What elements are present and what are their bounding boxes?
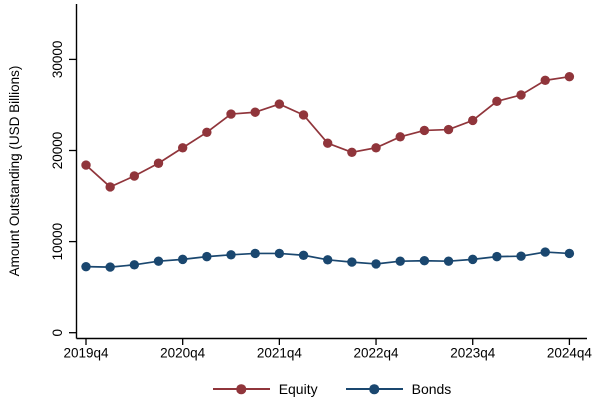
- data-point-bonds: [202, 251, 212, 262]
- data-point-bonds: [105, 262, 115, 272]
- y-tick-label: 20000: [50, 132, 65, 170]
- y-tick-label: 30000: [50, 41, 65, 79]
- legend-label-bonds: Bonds: [411, 381, 452, 397]
- data-point-bonds: [419, 256, 430, 266]
- data-point-bonds: [492, 251, 502, 262]
- data-point-bonds: [443, 256, 454, 266]
- data-point-bonds: [347, 257, 357, 267]
- x-tick-label: 2022q4: [354, 346, 400, 361]
- data-point-equity: [298, 110, 309, 120]
- data-point-equity: [516, 90, 526, 100]
- data-point-bonds: [564, 248, 575, 259]
- data-point-bonds: [153, 256, 164, 266]
- data-point-bonds: [323, 255, 333, 265]
- data-point-bonds: [516, 251, 526, 261]
- data-point-bonds: [81, 261, 91, 272]
- bonds-marker-icon: [369, 384, 379, 394]
- data-point-equity: [105, 182, 115, 192]
- data-point-bonds: [250, 248, 260, 259]
- y-axis-title: Amount Outstanding (USD Billions): [7, 66, 22, 277]
- data-point-equity: [274, 99, 285, 109]
- x-tick-label: 2021q4: [257, 346, 303, 361]
- data-point-equity: [226, 109, 236, 119]
- chart-legend: Equity Bonds: [77, 374, 587, 404]
- equity-line-sample: [212, 384, 270, 394]
- data-point-equity: [129, 171, 140, 181]
- x-tick-label: 2019q4: [63, 346, 109, 361]
- legend-item-bonds: Bonds: [345, 381, 452, 397]
- data-point-equity: [81, 160, 91, 170]
- y-tick-label: 0: [50, 329, 65, 337]
- data-point-equity: [202, 127, 212, 137]
- data-point-bonds: [226, 250, 236, 260]
- legend-label-equity: Equity: [278, 381, 318, 397]
- data-point-bonds: [371, 259, 381, 269]
- data-point-equity: [153, 158, 164, 168]
- data-point-bonds: [177, 254, 188, 265]
- bonds-line-sample: [345, 384, 403, 394]
- data-point-equity: [177, 143, 188, 153]
- data-point-bonds: [129, 260, 140, 270]
- y-tick-label: 10000: [50, 223, 65, 261]
- data-point-equity: [323, 138, 333, 148]
- data-point-bonds: [395, 256, 405, 266]
- series-layer: [81, 72, 575, 272]
- equity-marker-icon: [236, 384, 246, 394]
- data-point-equity: [468, 115, 478, 126]
- data-point-bonds: [298, 250, 309, 260]
- data-point-bonds: [274, 248, 285, 259]
- data-point-equity: [564, 72, 575, 82]
- data-point-equity: [371, 143, 381, 153]
- data-point-bonds: [468, 254, 478, 265]
- data-point-equity: [250, 107, 260, 117]
- data-point-equity: [492, 96, 502, 107]
- data-point-equity: [443, 124, 454, 135]
- data-point-equity: [540, 75, 550, 86]
- x-tick-label: 2020q4: [160, 346, 206, 361]
- axes-layer: 0 10000 20000 30000 2019q4 2020q4 2021q4 2022q4…: [50, 4, 592, 361]
- data-point-equity: [347, 147, 357, 158]
- data-point-equity: [395, 132, 405, 142]
- legend-item-equity: Equity: [212, 381, 318, 397]
- x-tick-label: 2023q4: [450, 346, 496, 361]
- x-tick-label: 2024q4: [547, 346, 593, 361]
- data-point-bonds: [540, 247, 550, 257]
- data-point-equity: [419, 125, 430, 136]
- series-line-equity: [85, 75, 571, 188]
